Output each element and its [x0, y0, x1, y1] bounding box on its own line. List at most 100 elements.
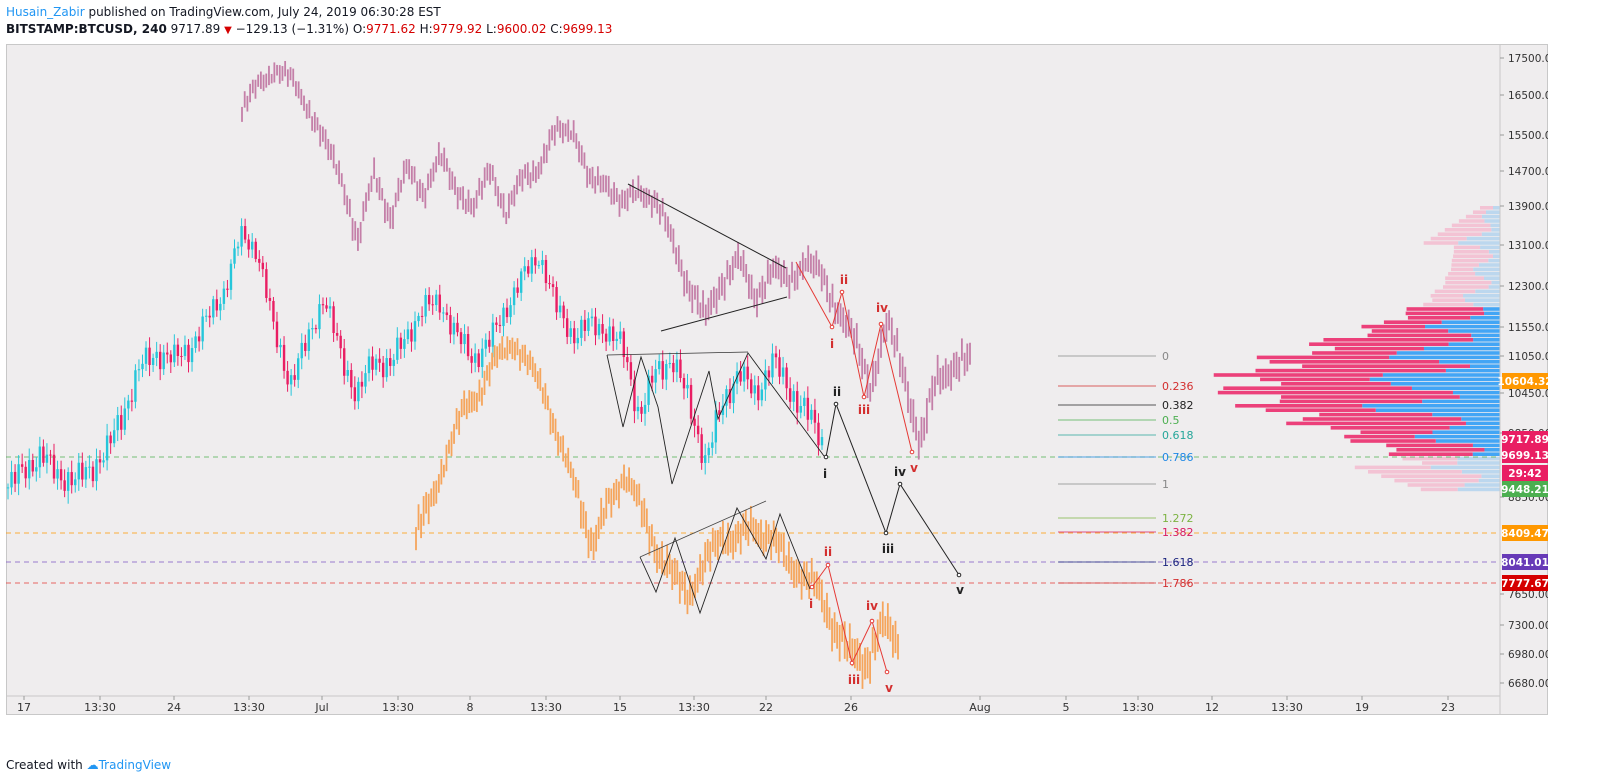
last-price: 9717.89 [170, 22, 221, 36]
candle-body [746, 366, 749, 380]
candle-body [10, 471, 13, 488]
candle-body [679, 359, 682, 378]
volume-profile-row-up [1480, 245, 1500, 250]
volume-profile [1213, 206, 1500, 492]
candle-body [817, 422, 820, 446]
volume-profile-row-up [1484, 311, 1500, 316]
tradingview-link[interactable]: TradingView [98, 758, 172, 772]
volume-profile-row-up [1441, 320, 1500, 324]
candle-body [282, 344, 286, 371]
volume-profile-row-down [1420, 487, 1458, 492]
candle-body [148, 347, 151, 366]
volume-profile-row-up [1430, 465, 1500, 470]
author-link[interactable]: Husain_Zabir [6, 5, 85, 19]
volume-profile-row-up [1457, 487, 1500, 492]
candle-body [215, 299, 219, 311]
candle-body [718, 410, 721, 415]
candle-body [792, 391, 795, 402]
candle-body [38, 446, 42, 468]
candle-body [318, 304, 321, 330]
candle-body [24, 466, 27, 479]
time-tick-label: 15 [613, 701, 627, 714]
volume-profile-row-up [1469, 364, 1500, 368]
candle-body [116, 415, 119, 431]
candle-body [537, 265, 541, 267]
time-tick-label: 19 [1355, 701, 1369, 714]
candle-body [222, 288, 226, 304]
price-tick-label: 16500.00 [1508, 90, 1548, 102]
candle-body [672, 362, 675, 373]
volume-profile-row-up [1435, 439, 1500, 443]
open-label: O: [352, 22, 367, 36]
candle-body [158, 351, 162, 370]
volume-profile-row-up [1432, 412, 1500, 417]
candle-body [350, 370, 353, 388]
candle-body [541, 259, 544, 266]
volume-profile-row-down [1213, 373, 1383, 377]
ohlc-line: BITSTAMP:BTCUSD, 240 9717.89 ▼ −129.13 (… [6, 21, 1206, 39]
candle-body [95, 459, 98, 482]
candle-body [102, 460, 105, 463]
candle-body [534, 257, 537, 266]
candle-body [601, 324, 604, 334]
volume-profile-row-down [1354, 465, 1431, 470]
candle-body [711, 442, 714, 448]
candle-body [725, 389, 728, 406]
candle-body [229, 263, 233, 290]
volume-profile-row-up [1463, 294, 1500, 298]
candle-body [590, 316, 594, 319]
projection-wave-label: iii [882, 542, 894, 556]
time-tick-label: Aug [969, 701, 990, 714]
volume-profile-row-down [1269, 360, 1440, 364]
volume-profile-row-up [1471, 333, 1500, 338]
wave-point [883, 530, 889, 536]
candle-body [427, 294, 431, 305]
candle-body [704, 455, 707, 463]
candle-body [435, 294, 438, 306]
time-axis[interactable]: 17 13:30 24 13:30 Jul 13:30 8 13:30 15 13:30 22 26 A… [6, 695, 1500, 714]
candle-body [417, 315, 420, 322]
volume-profile-row-up [1464, 298, 1500, 302]
candle-body [696, 425, 700, 435]
candle-body [304, 342, 307, 351]
candle-body [764, 370, 767, 390]
candle-body [81, 462, 84, 480]
candle-body [820, 437, 824, 446]
price-badge [1502, 481, 1548, 497]
candle-body [293, 375, 296, 380]
candle-body [732, 383, 735, 404]
volume-profile-row-up [1473, 267, 1500, 272]
volume-profile-row-up [1445, 368, 1500, 373]
candle-body [813, 409, 817, 423]
volume-profile-row-down [1371, 329, 1449, 333]
symbol-label[interactable]: BITSTAMP:BTCUSD, 240 [6, 22, 167, 36]
candle-body [742, 366, 746, 382]
price-axis[interactable]: 17500.00 16500.00 15500.00 14700.00 13900.00… [1497, 44, 1548, 715]
candle-body [289, 375, 293, 385]
candle-body [410, 329, 413, 342]
volume-profile-row-down [1402, 456, 1458, 461]
volume-profile-row-down [1368, 470, 1462, 474]
candle-body [20, 464, 24, 467]
wave-point [825, 562, 831, 568]
volume-profile-row-up [1472, 443, 1500, 448]
time-tick-label: 17 [17, 701, 31, 714]
fib-level-label: 0.236 [1162, 380, 1194, 393]
price-badge-label: 9717.89 [1501, 434, 1548, 446]
candle-body [431, 304, 434, 306]
volume-profile-row-down [1406, 307, 1484, 311]
candle-body [286, 370, 289, 385]
candle-body [190, 348, 194, 363]
candle-body [233, 248, 236, 264]
candle-body [98, 459, 102, 463]
volume-profile-row-up [1369, 377, 1500, 382]
low-value: 9600.02 [496, 22, 547, 36]
pink-wave-path [795, 261, 913, 453]
orange-wave-label: ii [824, 545, 832, 559]
volume-profile-row-up [1488, 285, 1500, 289]
volume-profile-row-up [1423, 346, 1500, 351]
candle-body [254, 241, 257, 259]
volume-profile-row-down [1451, 223, 1491, 228]
candle-body [364, 373, 367, 387]
